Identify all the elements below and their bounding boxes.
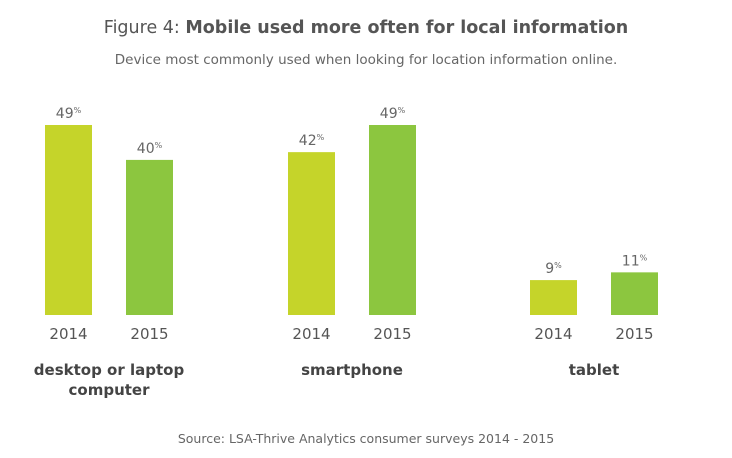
bar-desktop-or-laptop-computer-2015 <box>126 159 173 315</box>
bar-value-smartphone-2014: 42% <box>299 133 325 149</box>
bar-value-tablet-2015: 11% <box>622 253 648 269</box>
category-label-desktop-or-laptop-computer: desktop or laptop <box>34 361 185 379</box>
chart-title: Figure 4: Mobile used more often for loc… <box>0 18 732 38</box>
year-label-desktop-or-laptop-computer-2015: 2015 <box>130 325 168 343</box>
figure-label: Figure 4: <box>103 18 186 38</box>
category-label-tablet: tablet <box>569 361 620 379</box>
category-label-desktop-or-laptop-computer-line2: computer <box>69 381 151 399</box>
bar-value-tablet-2014: 9% <box>545 261 562 277</box>
bar-smartphone-2015 <box>369 125 416 315</box>
year-label-smartphone-2015: 2015 <box>373 325 411 343</box>
bar-value-smartphone-2015: 49% <box>380 106 406 122</box>
bar-tablet-2015 <box>611 272 658 315</box>
title-main: Mobile used more often for local informa… <box>185 18 629 38</box>
chart-subtitle: Device most commonly used when looking f… <box>114 52 618 68</box>
category-label-smartphone: smartphone <box>301 361 403 379</box>
bar-tablet-2014 <box>530 280 577 315</box>
year-label-tablet-2015: 2015 <box>615 325 653 343</box>
year-label-tablet-2014: 2014 <box>534 325 572 343</box>
bar-smartphone-2014 <box>288 152 335 315</box>
bar-desktop-or-laptop-computer-2014 <box>45 125 92 315</box>
year-label-smartphone-2014: 2014 <box>292 325 330 343</box>
bar-value-desktop-or-laptop-computer-2015: 40% <box>137 141 163 157</box>
chart-source: Source: LSA-Thrive Analytics consumer su… <box>177 431 555 446</box>
bar-value-desktop-or-laptop-computer-2014: 49% <box>56 106 82 122</box>
year-label-desktop-or-laptop-computer-2014: 2014 <box>49 325 87 343</box>
